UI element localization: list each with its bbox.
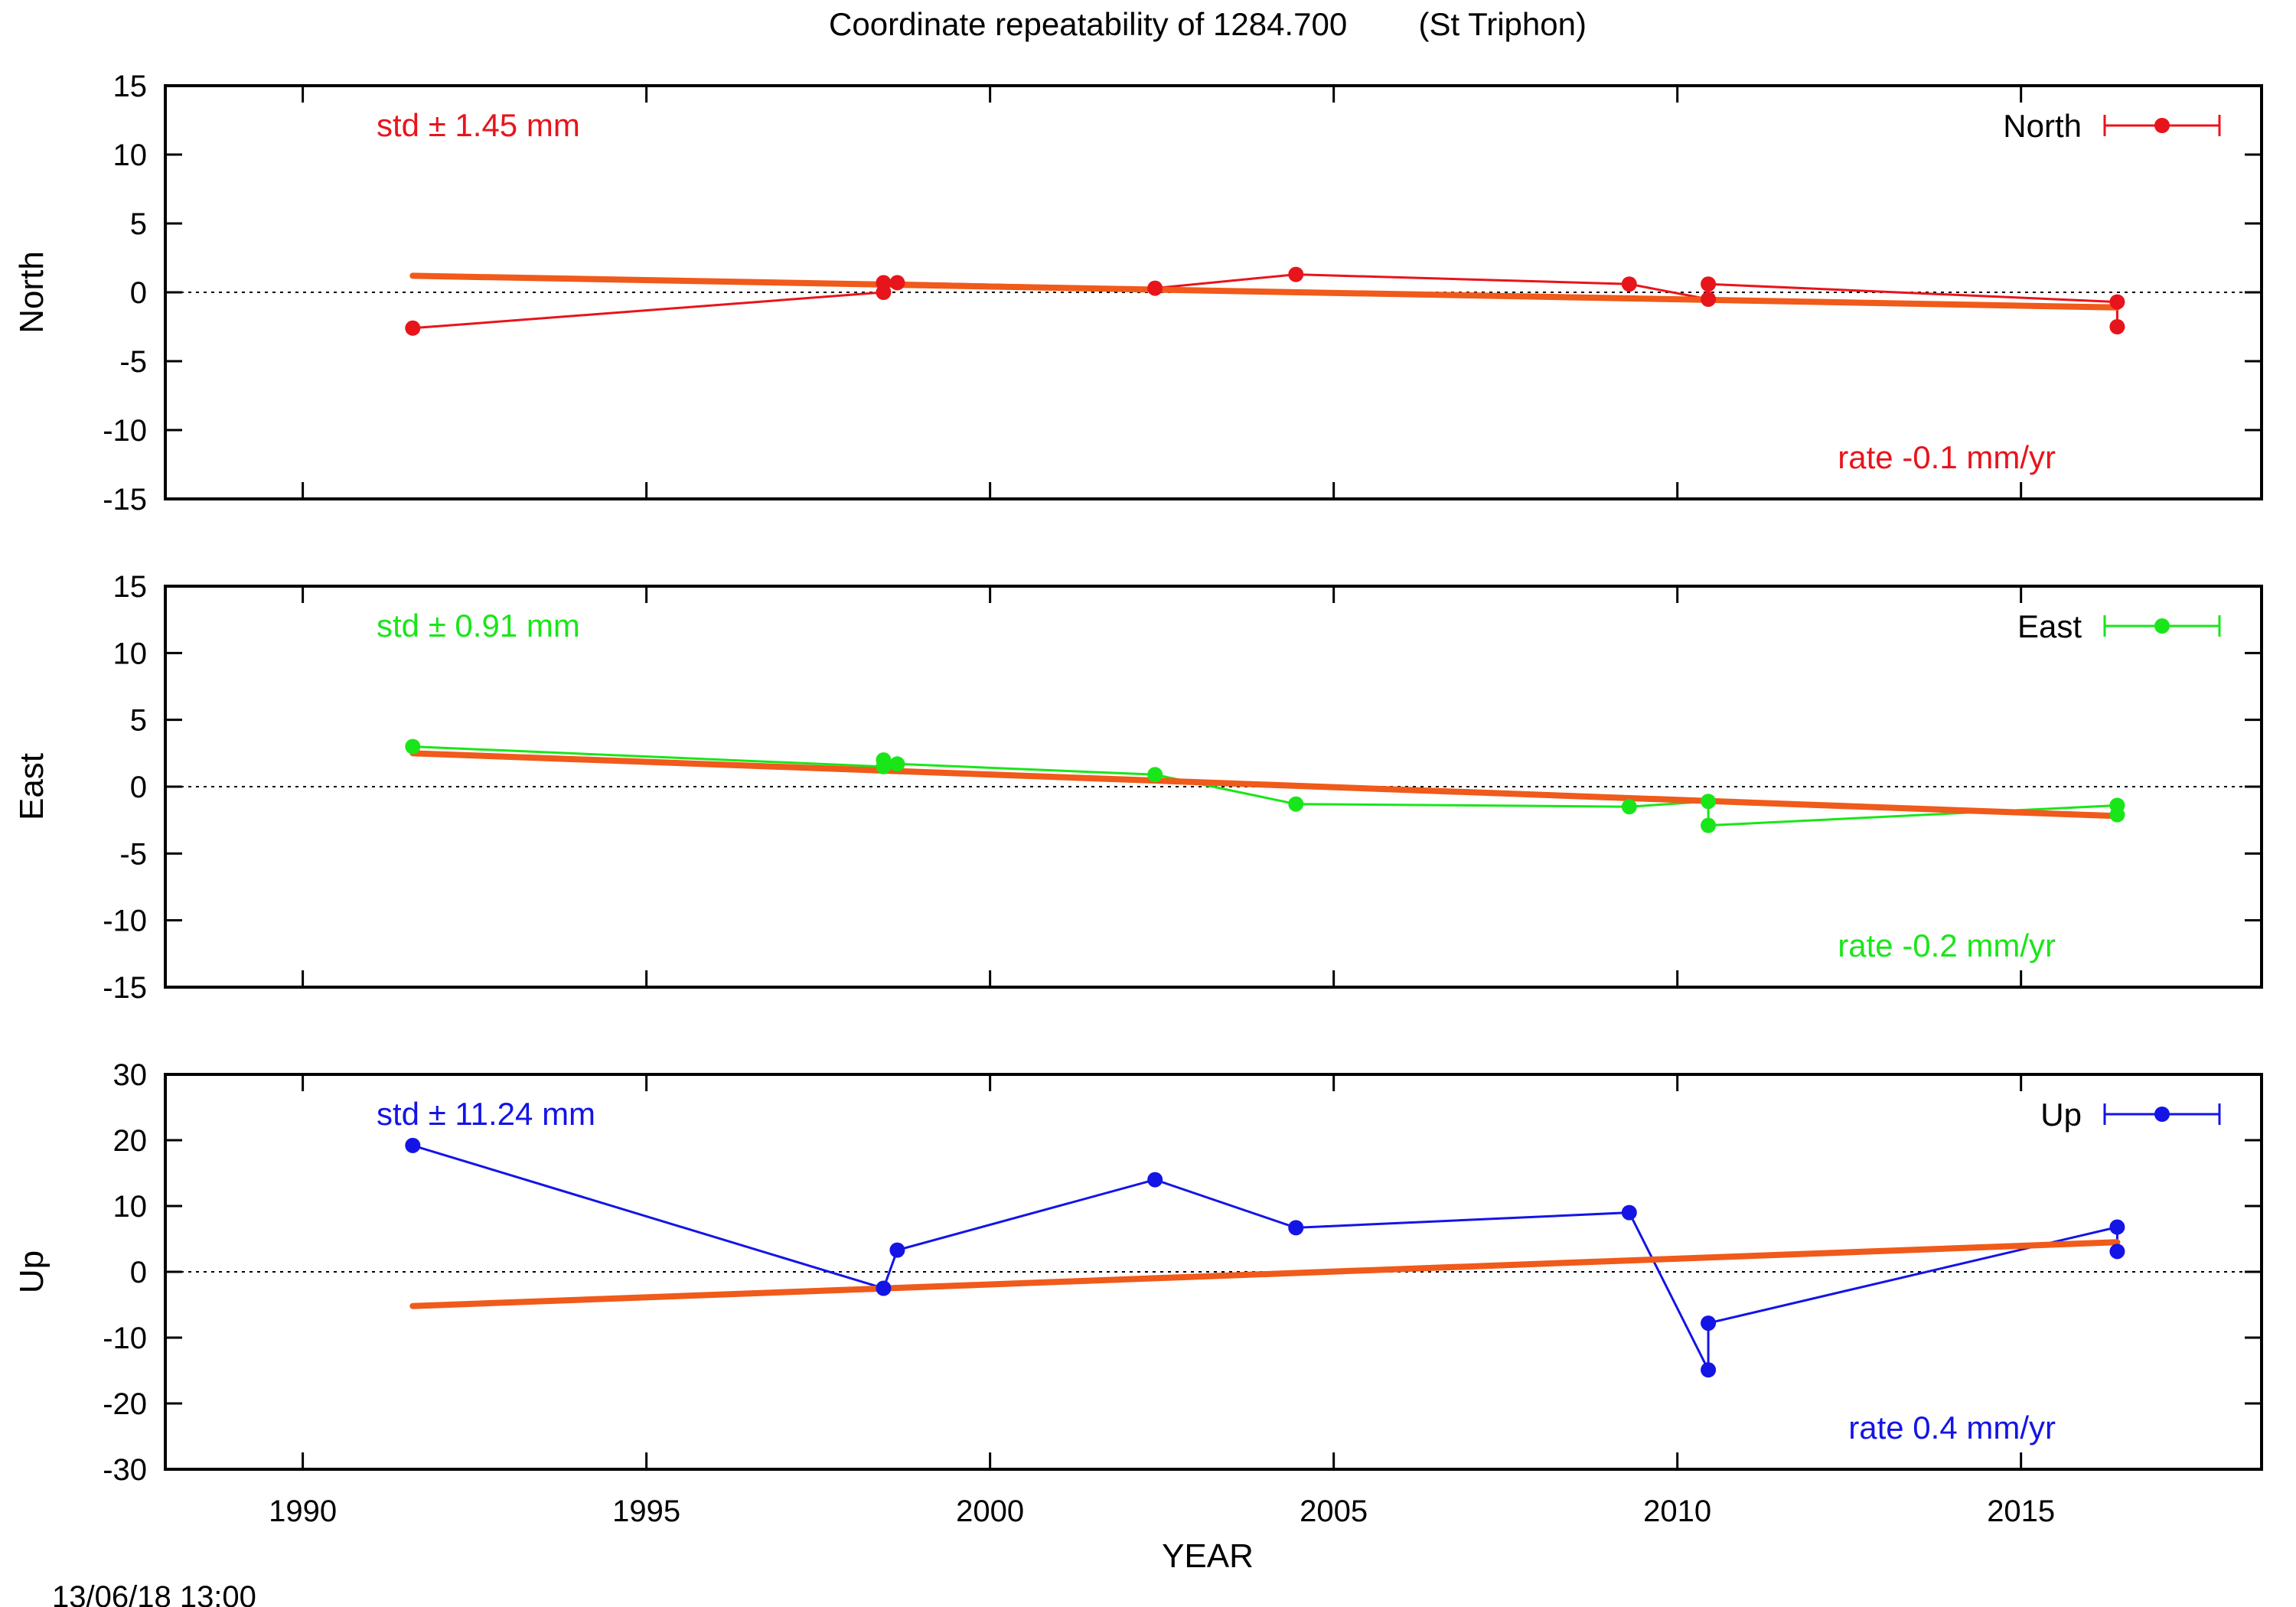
east-ytick-label: -15 [103,971,147,1005]
north-data-point [889,275,905,291]
north-legend-label: North [2003,108,2082,144]
xtick-label: 2010 [1643,1495,1711,1528]
north-ytick-label: -5 [119,345,147,379]
up-legend-label: Up [2040,1097,2082,1133]
east-data-point [405,738,421,755]
east-legend-label: East [2017,608,2082,644]
north-ytick-label: 15 [113,70,148,103]
xtick-label: 2005 [1300,1495,1368,1528]
north-data-point [876,275,892,291]
east-data-point [1701,794,1717,810]
up-ytick-label: 20 [113,1124,148,1158]
east-trend-line [409,750,2121,820]
north-trend-line [409,272,2121,311]
east-ytick-label: 0 [130,771,147,804]
up-ytick-label: 0 [130,1256,147,1289]
up-series-line [412,1144,2118,1371]
north-data-point [1701,292,1717,307]
up-ytick-label: -30 [103,1453,147,1487]
up-trend-line [409,1239,2121,1309]
north-rate-annotation: rate -0.1 mm/yr [1838,439,2056,475]
north-data-point [2109,319,2125,334]
east-rate-annotation: rate -0.2 mm/yr [1838,927,2056,963]
panels: 15 10 5 0 -5 -10 -15 North std ± 1.45 mm rate -0.… [13,70,2263,1528]
east-legend: East [2017,608,2221,644]
up-ytick-label: -10 [103,1322,147,1355]
xtick-label: 1990 [269,1495,337,1528]
east-data-point [1147,767,1163,783]
up-ytick-label: -20 [103,1387,147,1421]
xtick-label: 1995 [612,1495,680,1528]
chart-title: Coordinate repeatability of 1284.700 (St… [829,6,1587,42]
east-data-point [1701,817,1717,833]
east-std-annotation: std ± 0.91 mm [377,608,580,644]
north-data-point [1701,276,1717,292]
up-y-axis-label: Up [13,1250,51,1293]
north-ytick-label: 5 [130,207,147,241]
up-ytick-label: 10 [113,1190,148,1224]
north-legend-marker [2154,118,2170,133]
east-y-axis-label: East [13,753,51,820]
east-data-point [1621,799,1637,815]
north-ytick-label: -15 [103,483,147,517]
north-std-annotation: std ± 1.45 mm [377,107,580,143]
east-panel: 15 10 5 0 -5 -10 -15 East std ± 0.91 mm rate -0.2… [13,570,2263,1005]
east-ytick-label: -5 [119,837,147,871]
north-ytick-label: -10 [103,414,147,448]
east-plot-frame [164,585,2263,989]
x-axis-label: YEAR [1162,1537,1254,1575]
up-data-point [2109,1219,2125,1235]
up-data-point [1701,1362,1717,1378]
xtick-label: 2000 [956,1495,1024,1528]
up-data-point [1701,1315,1717,1332]
north-data-point [405,320,421,336]
up-legend-marker [2154,1107,2170,1122]
up-data-point [889,1242,905,1258]
east-ytick-label: 15 [113,570,148,604]
up-rate-annotation: rate 0.4 mm/yr [1848,1410,2056,1446]
north-ytick-label: 0 [130,276,147,310]
up-legend: Up [2040,1097,2221,1133]
east-ytick-label: 5 [130,704,147,738]
xtick-label: 2015 [1987,1495,2055,1528]
east-ytick-label: 10 [113,637,148,670]
east-data-point [889,756,905,772]
up-data-point [405,1137,421,1153]
north-y-axis-label: North [13,251,51,334]
north-data-point [1288,266,1304,282]
north-data-point [1621,276,1637,292]
north-ytick-label: 10 [113,139,148,172]
up-data-point [876,1280,892,1296]
east-data-point [1288,796,1304,812]
east-data-point [876,752,892,768]
north-data-point [1147,280,1163,296]
east-data-point [2109,807,2125,823]
north-panel: 15 10 5 0 -5 -10 -15 North std ± 1.45 mm rate -0.… [13,70,2263,517]
timestamp: 13/06/18 13:00 [52,1580,256,1607]
up-plot-frame [164,1073,2263,1471]
up-ytick-label: 30 [113,1058,148,1092]
east-ytick-label: -10 [103,905,147,938]
up-data-point [2109,1244,2125,1260]
north-legend: North [2003,108,2221,144]
east-legend-marker [2154,618,2170,634]
up-data-point [1288,1220,1304,1236]
north-plot-frame [164,84,2263,500]
north-data-point [2109,294,2125,310]
up-data-point [1147,1172,1163,1188]
up-data-point [1621,1204,1637,1221]
up-std-annotation: std ± 11.24 mm [377,1096,595,1132]
